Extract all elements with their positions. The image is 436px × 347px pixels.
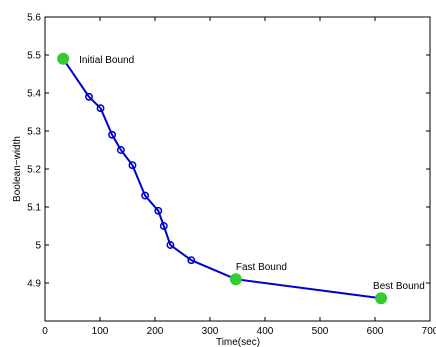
y-tick-label: 5.5 (27, 51, 41, 62)
annotation-label: Initial Bound (79, 55, 134, 66)
annotation-label: Fast Bound (236, 262, 287, 273)
highlight-marker (57, 52, 70, 65)
data-point (159, 222, 168, 230)
x-tick-label: 700 (422, 326, 436, 337)
data-point (166, 241, 175, 249)
y-tick-label: 5 (35, 241, 41, 252)
series-layer (59, 54, 385, 303)
highlight-marker (229, 273, 242, 286)
data-point (85, 92, 93, 101)
x-tick-label: 300 (202, 326, 219, 337)
y-tick-label: 5.2 (27, 165, 41, 176)
data-point (96, 104, 105, 113)
data-point (108, 130, 117, 139)
x-tick-label: 0 (42, 326, 48, 337)
data-point (187, 256, 196, 265)
y-tick-label: 5.3 (27, 127, 41, 138)
highlight-marker (375, 292, 388, 305)
y-tick-label: 4.9 (27, 279, 41, 290)
y-tick-label: 5.4 (27, 89, 41, 100)
y-axis-label: Boolean−width (12, 136, 23, 202)
y-tick-label: 5.1 (27, 203, 41, 214)
y-tick-label: 5.6 (27, 13, 41, 24)
x-tick-label: 500 (312, 326, 329, 337)
data-point (116, 146, 125, 154)
x-tick-label: 600 (367, 326, 384, 337)
data-point (128, 161, 137, 170)
x-axis-label: Time(sec) (216, 337, 260, 347)
x-tick-label: 400 (257, 326, 274, 337)
data-point (141, 191, 150, 200)
series-line (62, 58, 382, 300)
annotation-layer: Initial Bound Fast Bound Best Bound (57, 52, 425, 305)
ticks-layer: 0 100 200 300 400 500 600 700 4.9 5 5.1 5.2 5.3 5.4 5.… (27, 13, 436, 338)
x-tick-label: 100 (92, 326, 109, 337)
annotation-label: Best Bound (373, 281, 425, 292)
x-tick-label: 200 (147, 326, 164, 337)
data-point (154, 206, 163, 215)
plot-area (44, 16, 431, 322)
